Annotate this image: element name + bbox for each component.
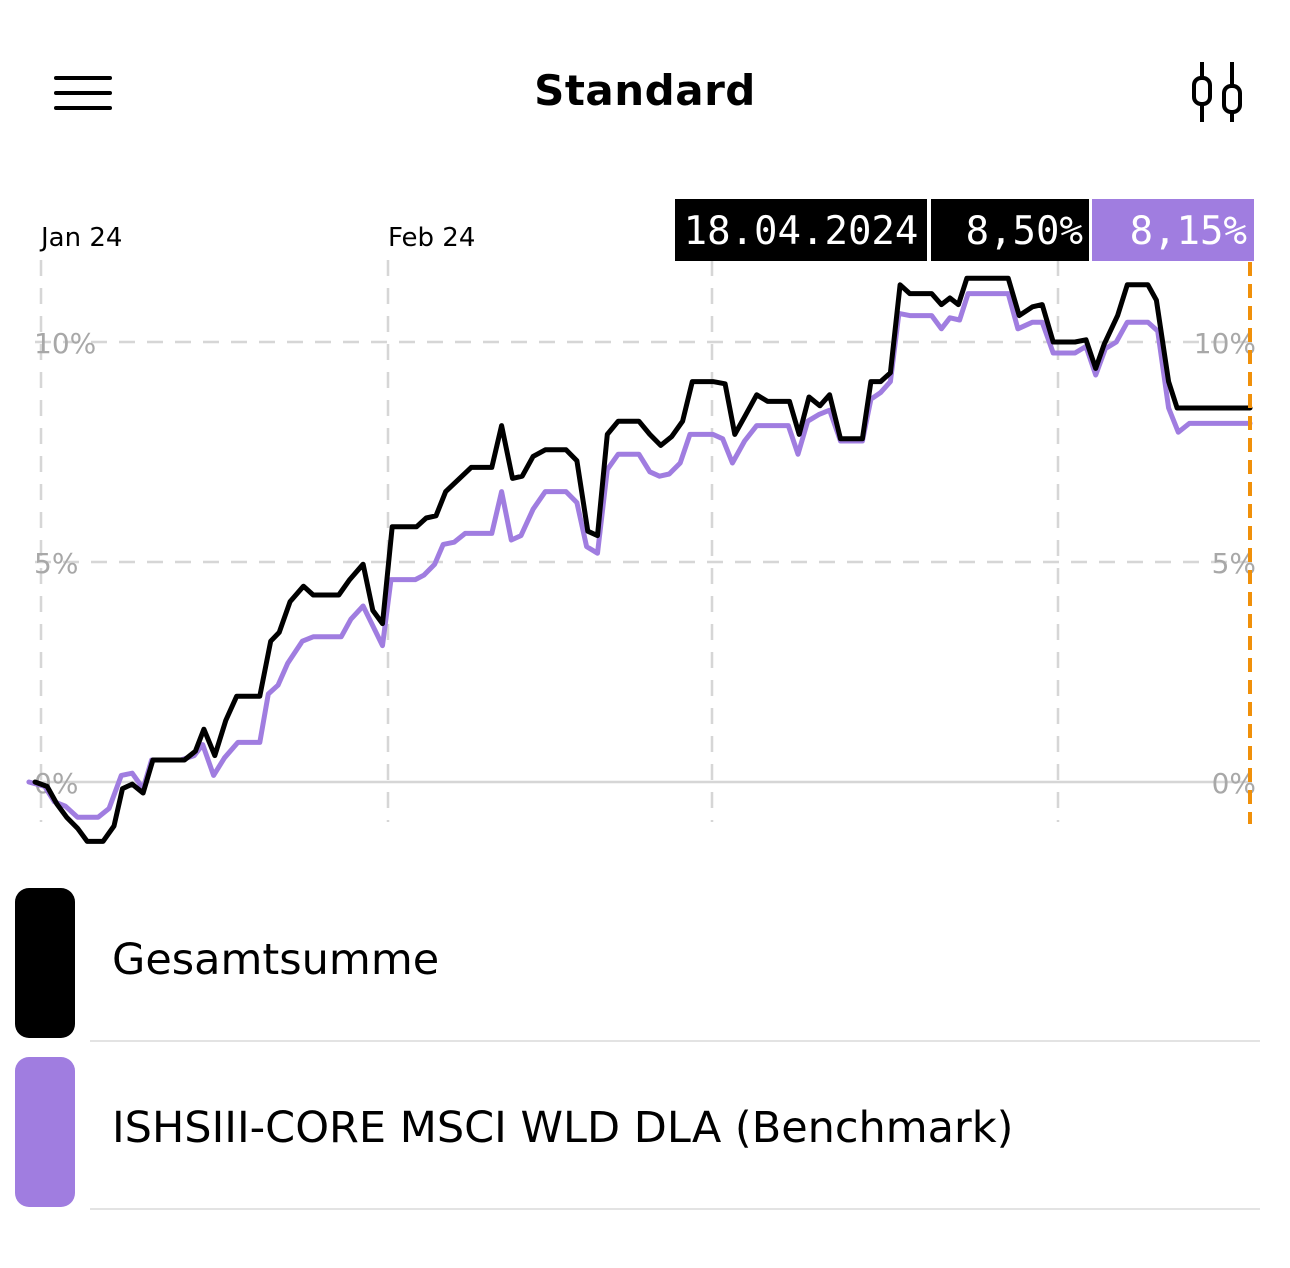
tooltip-portfolio-value: 8,50% bbox=[966, 209, 1083, 254]
tooltip-date: 18.04.2024 bbox=[684, 209, 919, 254]
portfolio-line bbox=[32, 275, 1253, 844]
performance-chart[interactable]: 10% 10% 5% 5% 0% 0% Jan 24 Feb 24 18.04.2024 8,… bbox=[0, 190, 1290, 850]
top-bar: Standard bbox=[0, 0, 1290, 190]
tooltip-benchmark-value: 8,15% bbox=[1130, 209, 1247, 254]
tooltip-portfolio-box bbox=[931, 199, 1089, 261]
legend-item-benchmark[interactable]: ISHSIII-CORE MSCI WLD DLA (Benchmark) bbox=[0, 1048, 1290, 1216]
hamburger-menu-icon[interactable] bbox=[52, 72, 116, 116]
legend-swatch-benchmark bbox=[15, 1057, 75, 1207]
legend-item-portfolio[interactable]: Gesamtsumme bbox=[0, 880, 1290, 1048]
legend-divider bbox=[90, 1208, 1260, 1210]
legend-label-portfolio: Gesamtsumme bbox=[112, 935, 440, 985]
candlestick-chart-icon[interactable] bbox=[1186, 58, 1252, 130]
y-axis-tick-label: 5% bbox=[34, 547, 78, 580]
x-axis-tick-label: Feb 24 bbox=[388, 223, 475, 253]
tooltip-benchmark-box bbox=[1092, 199, 1254, 261]
benchmark-line bbox=[26, 291, 1253, 820]
legend-swatch-portfolio bbox=[15, 888, 75, 1038]
y-axis-tick-label: 10% bbox=[1194, 327, 1256, 360]
page-title: Standard bbox=[534, 66, 756, 115]
legend-label-benchmark: ISHSIII-CORE MSCI WLD DLA (Benchmark) bbox=[112, 1103, 1014, 1153]
x-axis-tick-label: Jan 24 bbox=[39, 223, 122, 253]
tooltip-date-box bbox=[675, 199, 927, 261]
legend-divider bbox=[90, 1040, 1260, 1042]
y-axis-tick-label: 10% bbox=[34, 327, 96, 360]
